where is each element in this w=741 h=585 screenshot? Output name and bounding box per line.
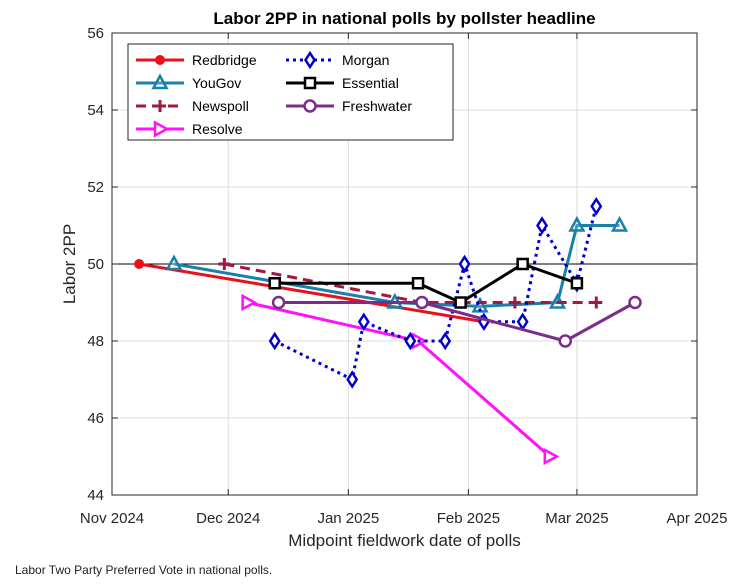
y-tick-label: 56 [87, 25, 104, 42]
point-marker [454, 296, 467, 309]
point-marker [134, 259, 145, 269]
point-marker [303, 99, 317, 113]
series-group [134, 196, 642, 466]
point-marker [590, 196, 603, 216]
figure-caption: Labor Two Party Preferred Vote in nation… [15, 563, 273, 577]
legend-label-freshwater: Freshwater [342, 98, 412, 114]
chart-title: Labor 2PP in national polls by pollster … [213, 9, 595, 28]
legend-box [127, 43, 454, 141]
point-marker [516, 257, 529, 271]
legend-item-redbridge: Redbridge [136, 52, 257, 68]
y-axis-label: Labor 2PP [60, 224, 79, 304]
legend-label-resolve: Resolve [192, 121, 243, 137]
x-tick-label: Mar 2025 [545, 510, 608, 527]
x-tick-label: Dec 2024 [196, 510, 260, 527]
point-marker [508, 296, 521, 309]
point-marker [590, 296, 603, 309]
series-line-redbridge [138, 262, 485, 324]
point-marker [165, 254, 183, 271]
legend-item-yougov: YouGov [136, 73, 241, 91]
legend-label-morgan: Morgan [342, 52, 389, 68]
point-marker [536, 216, 549, 235]
x-tick-label: Nov 2024 [80, 510, 144, 527]
legend-label-yougov: YouGov [192, 75, 241, 91]
x-axis-label: Midpoint fieldwork date of polls [288, 531, 520, 550]
x-tick-label: Feb 2025 [437, 510, 500, 527]
y-tick-label: 44 [87, 487, 104, 504]
point-marker [271, 295, 286, 310]
legend-label-redbridge: Redbridge [192, 52, 257, 68]
point-marker [543, 447, 560, 466]
point-marker [568, 215, 586, 232]
point-marker [151, 73, 169, 90]
point-marker [411, 277, 425, 290]
point-marker [268, 277, 281, 290]
tick-marks [111, 32, 698, 496]
point-marker [268, 331, 281, 351]
y-tick-label: 46 [87, 410, 104, 427]
y-tick-label: 52 [87, 179, 104, 196]
y-tick-label: 54 [87, 102, 104, 119]
legend-label-essential: Essential [342, 75, 399, 91]
point-marker [610, 215, 629, 232]
point-marker [154, 100, 166, 112]
y-tick-label: 48 [87, 333, 104, 350]
point-marker [155, 55, 165, 65]
series-essential [268, 257, 584, 309]
point-marker [304, 50, 316, 70]
legend-item-essential: Essential [286, 75, 399, 91]
point-marker [570, 277, 584, 290]
point-marker [303, 76, 317, 90]
series-line-freshwater [278, 301, 636, 343]
point-marker [458, 254, 471, 274]
series-morgan [268, 196, 603, 389]
point-marker [628, 295, 642, 310]
x-tick-label: Jan 2025 [317, 510, 379, 527]
legend-item-newspoll: Newspoll [136, 98, 249, 114]
x-tick-label: Apr 2025 [667, 510, 728, 527]
point-marker [415, 295, 429, 310]
point-marker [439, 331, 452, 351]
point-marker [346, 370, 359, 389]
point-marker [357, 312, 370, 332]
point-marker [153, 120, 170, 138]
series-line-yougov [173, 224, 620, 308]
series-freshwater [271, 295, 642, 348]
legend-item-resolve: Resolve [136, 120, 243, 138]
legend-item-morgan: Morgan [286, 50, 389, 70]
legend-label-newspoll: Newspoll [192, 98, 249, 114]
point-marker [404, 331, 417, 351]
point-marker [241, 293, 258, 312]
y-tick-label: 50 [87, 256, 104, 273]
legend-item-freshwater: Freshwater [286, 98, 412, 114]
point-marker [218, 258, 231, 270]
legend: Redbridge Morgan YouGov Essential Newspoll Fr… [127, 43, 454, 141]
point-marker [558, 334, 573, 348]
